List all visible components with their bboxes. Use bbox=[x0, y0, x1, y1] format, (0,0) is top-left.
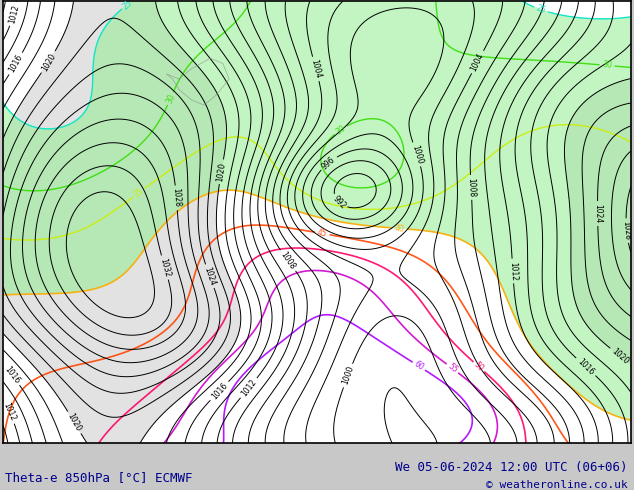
Text: 55: 55 bbox=[446, 362, 459, 375]
Text: 1008: 1008 bbox=[279, 250, 297, 271]
Text: 1012: 1012 bbox=[508, 261, 518, 281]
Text: 50: 50 bbox=[472, 360, 486, 373]
Text: 1028: 1028 bbox=[621, 220, 632, 241]
Text: 40: 40 bbox=[395, 223, 405, 233]
Text: 1024: 1024 bbox=[593, 204, 602, 223]
Text: 1020: 1020 bbox=[66, 412, 83, 433]
Text: 1020: 1020 bbox=[40, 51, 57, 73]
Text: © weatheronline.co.uk: © weatheronline.co.uk bbox=[486, 480, 628, 490]
Text: 992: 992 bbox=[331, 194, 347, 211]
Text: 1004: 1004 bbox=[309, 58, 323, 79]
Text: 1016: 1016 bbox=[7, 53, 24, 74]
Text: 1012: 1012 bbox=[7, 3, 20, 24]
Text: 1000: 1000 bbox=[340, 365, 355, 386]
Text: 1020: 1020 bbox=[216, 162, 227, 182]
Text: 1024: 1024 bbox=[202, 266, 217, 287]
Text: 1004: 1004 bbox=[469, 51, 486, 73]
Text: 35: 35 bbox=[133, 186, 146, 199]
Text: 30: 30 bbox=[333, 123, 347, 136]
Text: 1016: 1016 bbox=[2, 365, 21, 386]
Text: 30: 30 bbox=[602, 60, 612, 71]
Text: 1020: 1020 bbox=[611, 346, 631, 366]
Text: Theta-e 850hPa [°C] ECMWF: Theta-e 850hPa [°C] ECMWF bbox=[5, 471, 193, 484]
Text: 1000: 1000 bbox=[410, 144, 424, 165]
Text: 60: 60 bbox=[412, 360, 425, 373]
Text: 25: 25 bbox=[535, 4, 547, 16]
Text: 996: 996 bbox=[320, 155, 337, 171]
Text: 1016: 1016 bbox=[576, 357, 596, 377]
Text: 1016: 1016 bbox=[210, 381, 229, 401]
Text: 1008: 1008 bbox=[466, 177, 476, 197]
Text: 45: 45 bbox=[316, 228, 328, 239]
Text: 1012: 1012 bbox=[1, 401, 17, 423]
Text: 1028: 1028 bbox=[171, 188, 181, 208]
Text: 30: 30 bbox=[164, 92, 176, 105]
Text: 1032: 1032 bbox=[158, 257, 172, 278]
Text: 1012: 1012 bbox=[240, 378, 258, 398]
Text: 25: 25 bbox=[120, 0, 134, 11]
Text: We 05-06-2024 12:00 UTC (06+06): We 05-06-2024 12:00 UTC (06+06) bbox=[395, 462, 628, 474]
